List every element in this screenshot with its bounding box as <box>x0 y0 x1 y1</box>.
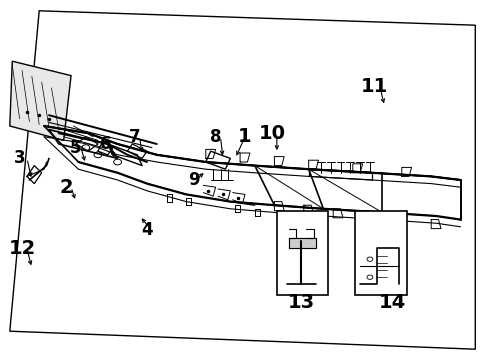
Text: 6: 6 <box>99 135 111 153</box>
Bar <box>355 211 407 295</box>
Polygon shape <box>10 61 71 140</box>
Text: 10: 10 <box>258 124 286 143</box>
Text: 2: 2 <box>59 178 73 197</box>
Bar <box>277 211 328 295</box>
Text: 12: 12 <box>8 239 36 258</box>
Text: 1: 1 <box>238 127 252 146</box>
Polygon shape <box>289 238 316 248</box>
Text: 8: 8 <box>210 128 221 146</box>
Text: 13: 13 <box>288 293 315 312</box>
Text: 11: 11 <box>361 77 389 96</box>
Polygon shape <box>10 11 475 349</box>
Text: 7: 7 <box>129 128 141 146</box>
Text: 3: 3 <box>14 149 25 167</box>
Text: 9: 9 <box>188 171 199 189</box>
Text: 14: 14 <box>378 293 406 312</box>
Text: 5: 5 <box>70 139 82 157</box>
Text: 4: 4 <box>141 221 153 239</box>
